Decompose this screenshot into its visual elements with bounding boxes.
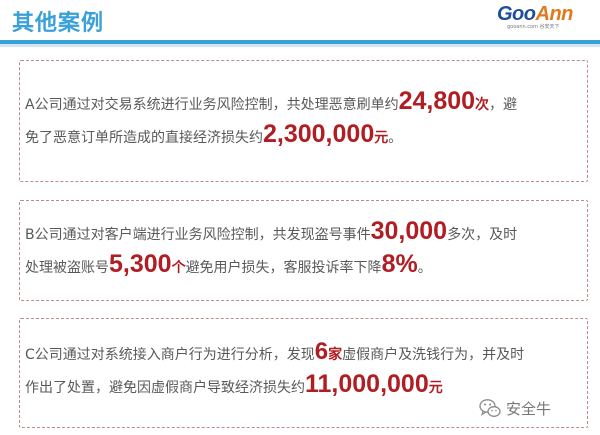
logo-wordmark: GooAnn <box>497 3 573 26</box>
case-b-line2-tail: 。 <box>417 260 432 276</box>
case-c-merchants-unit: 家 <box>328 347 343 363</box>
case-b-line1-tail: 多次，及时 <box>447 227 518 243</box>
logo-tagline: gooann.com 谷安天下 <box>507 24 560 30</box>
case-b-text: B公司通过对客户端进行业务风险控制，共发现盗号事件30,000多次，及时 处理被… <box>25 217 581 283</box>
case-b-line2: 处理被盗账号 <box>25 260 109 276</box>
case-a-line2-tail: 。 <box>388 130 403 146</box>
watermark-text: 安全牛 <box>506 400 552 418</box>
wechat-icon <box>479 399 501 417</box>
case-b-accounts: 5,300 <box>109 250 172 278</box>
case-c-loss: 11,000,000 <box>305 370 429 398</box>
case-b-rate: 8% <box>381 250 418 278</box>
watermark: 安全牛 <box>476 393 596 423</box>
case-a-line1-tail: ，避 <box>489 97 518 113</box>
case-a-text: A公司通过对交易系统进行业务风险控制，共处理恶意刷单约24,800次，避 免了恶… <box>25 87 581 153</box>
case-b-line2-mid: 避免用户损失，客服投诉率下降 <box>185 260 382 276</box>
case-a-box: A公司通过对交易系统进行业务风险控制，共处理恶意刷单约24,800次，避 免了恶… <box>19 60 588 182</box>
case-a-line1: A公司通过对交易系统进行业务风险控制，共处理恶意刷单约 <box>25 97 399 113</box>
header-divider <box>0 40 600 44</box>
case-a-count: 24,800 <box>398 87 476 115</box>
logo-ann: Ann <box>535 3 574 25</box>
case-a-loss-unit: 元 <box>374 130 389 146</box>
case-c-line1-tail: 虚假商户及洗钱行为，并及时 <box>342 347 525 363</box>
case-c-loss-unit: 元 <box>428 380 443 396</box>
case-c-text: C公司通过对系统接入商户行为进行分析，发现6家虚假商户及洗钱行为，并及时 作出了… <box>25 337 581 403</box>
case-a-count-unit: 次 <box>475 97 490 113</box>
case-c-line1: C公司通过对系统接入商户行为进行分析，发现 <box>25 347 315 363</box>
case-c-line2: 作出了处置，避免因虚假商户导致经济损失约 <box>25 380 305 396</box>
slide-header: 其他案例 GooAnn gooann.com 谷安天下 <box>0 0 600 38</box>
case-b-box: B公司通过对客户端进行业务风险控制，共发现盗号事件30,000多次，及时 处理被… <box>19 200 588 301</box>
case-b-count: 30,000 <box>370 217 448 245</box>
case-a-loss: 2,300,000 <box>263 120 375 148</box>
case-c-merchants: 6 <box>314 338 329 365</box>
logo-goo: Goo <box>497 3 536 25</box>
page-title: 其他案例 <box>12 11 105 36</box>
case-b-accounts-unit: 个 <box>171 260 186 276</box>
case-b-line1: B公司通过对客户端进行业务风险控制，共发现盗号事件 <box>25 227 371 243</box>
header-divider-shadow <box>0 44 600 47</box>
case-a-line2: 免了恶意订单所造成的直接经济损失约 <box>25 130 263 146</box>
gooann-logo: GooAnn gooann.com 谷安天下 <box>497 3 593 31</box>
